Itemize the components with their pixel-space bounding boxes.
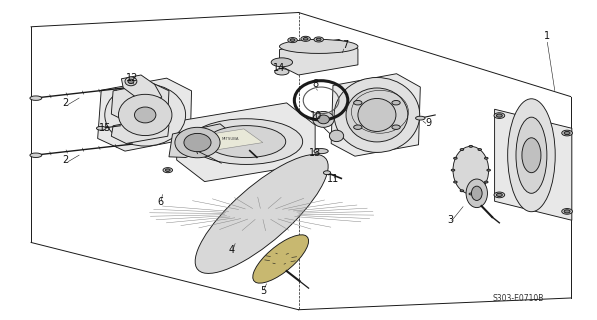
Circle shape — [454, 157, 457, 159]
Ellipse shape — [30, 96, 42, 100]
Text: 9: 9 — [425, 117, 431, 128]
Circle shape — [353, 100, 362, 105]
Circle shape — [562, 209, 573, 214]
Ellipse shape — [358, 99, 396, 132]
Ellipse shape — [125, 77, 137, 86]
Circle shape — [316, 38, 321, 41]
Ellipse shape — [184, 133, 211, 152]
Ellipse shape — [253, 235, 309, 283]
Circle shape — [392, 100, 400, 105]
Text: 12: 12 — [126, 73, 139, 83]
Text: 2: 2 — [63, 155, 69, 165]
Polygon shape — [121, 75, 162, 103]
Ellipse shape — [516, 117, 547, 193]
Text: 13: 13 — [309, 148, 321, 158]
Ellipse shape — [330, 130, 344, 142]
Circle shape — [451, 169, 455, 171]
Ellipse shape — [346, 88, 408, 142]
Ellipse shape — [207, 126, 286, 157]
Ellipse shape — [97, 126, 106, 130]
Polygon shape — [98, 78, 192, 151]
Ellipse shape — [334, 77, 420, 152]
Circle shape — [469, 145, 473, 147]
Circle shape — [562, 130, 573, 136]
Text: MITSUBA: MITSUBA — [221, 137, 239, 141]
Polygon shape — [198, 129, 263, 150]
Circle shape — [469, 193, 473, 195]
Text: 15: 15 — [99, 123, 112, 133]
Text: 10: 10 — [310, 111, 322, 121]
Polygon shape — [177, 103, 315, 181]
Circle shape — [485, 157, 488, 159]
Text: S303-E0710B: S303-E0710B — [493, 294, 544, 303]
Circle shape — [288, 37, 297, 43]
Circle shape — [564, 210, 570, 213]
Ellipse shape — [472, 186, 482, 200]
Ellipse shape — [507, 99, 555, 212]
Ellipse shape — [279, 39, 358, 53]
Ellipse shape — [522, 138, 541, 173]
Circle shape — [392, 125, 400, 129]
Circle shape — [460, 190, 464, 192]
Circle shape — [454, 181, 457, 183]
Ellipse shape — [313, 111, 334, 127]
Polygon shape — [279, 39, 358, 75]
Circle shape — [564, 132, 570, 135]
Ellipse shape — [195, 155, 328, 273]
Circle shape — [485, 181, 488, 183]
Text: 14: 14 — [273, 63, 285, 73]
Text: 7: 7 — [341, 40, 348, 50]
Text: 8: 8 — [312, 79, 318, 89]
Circle shape — [163, 168, 173, 173]
Text: 1: 1 — [544, 31, 550, 41]
Circle shape — [496, 193, 502, 196]
Text: 2: 2 — [63, 98, 69, 108]
Ellipse shape — [190, 119, 303, 164]
Text: 5: 5 — [260, 286, 266, 296]
Circle shape — [353, 125, 362, 129]
Circle shape — [494, 113, 504, 118]
Circle shape — [324, 171, 331, 175]
Circle shape — [496, 114, 502, 117]
Circle shape — [314, 37, 324, 42]
Circle shape — [494, 192, 504, 198]
Text: 11: 11 — [327, 174, 339, 184]
Ellipse shape — [118, 94, 172, 136]
Circle shape — [460, 148, 464, 150]
Circle shape — [487, 169, 490, 171]
Ellipse shape — [275, 69, 289, 75]
Circle shape — [478, 148, 482, 150]
Text: 3: 3 — [447, 215, 453, 225]
Circle shape — [301, 36, 310, 41]
Polygon shape — [331, 74, 420, 156]
Polygon shape — [111, 83, 169, 121]
Ellipse shape — [271, 58, 293, 67]
Ellipse shape — [30, 153, 42, 157]
Ellipse shape — [453, 146, 489, 194]
Text: 4: 4 — [229, 245, 235, 255]
Ellipse shape — [318, 115, 330, 124]
Circle shape — [290, 39, 295, 41]
Circle shape — [303, 37, 308, 40]
Circle shape — [478, 190, 482, 192]
Polygon shape — [169, 124, 238, 157]
Ellipse shape — [314, 148, 328, 154]
Ellipse shape — [175, 127, 220, 158]
Ellipse shape — [105, 84, 186, 146]
Ellipse shape — [134, 107, 156, 123]
Polygon shape — [494, 109, 572, 220]
Text: 6: 6 — [158, 197, 164, 207]
Ellipse shape — [128, 79, 134, 84]
Ellipse shape — [416, 116, 425, 120]
Polygon shape — [111, 118, 169, 143]
Ellipse shape — [466, 179, 488, 208]
Circle shape — [165, 169, 170, 172]
